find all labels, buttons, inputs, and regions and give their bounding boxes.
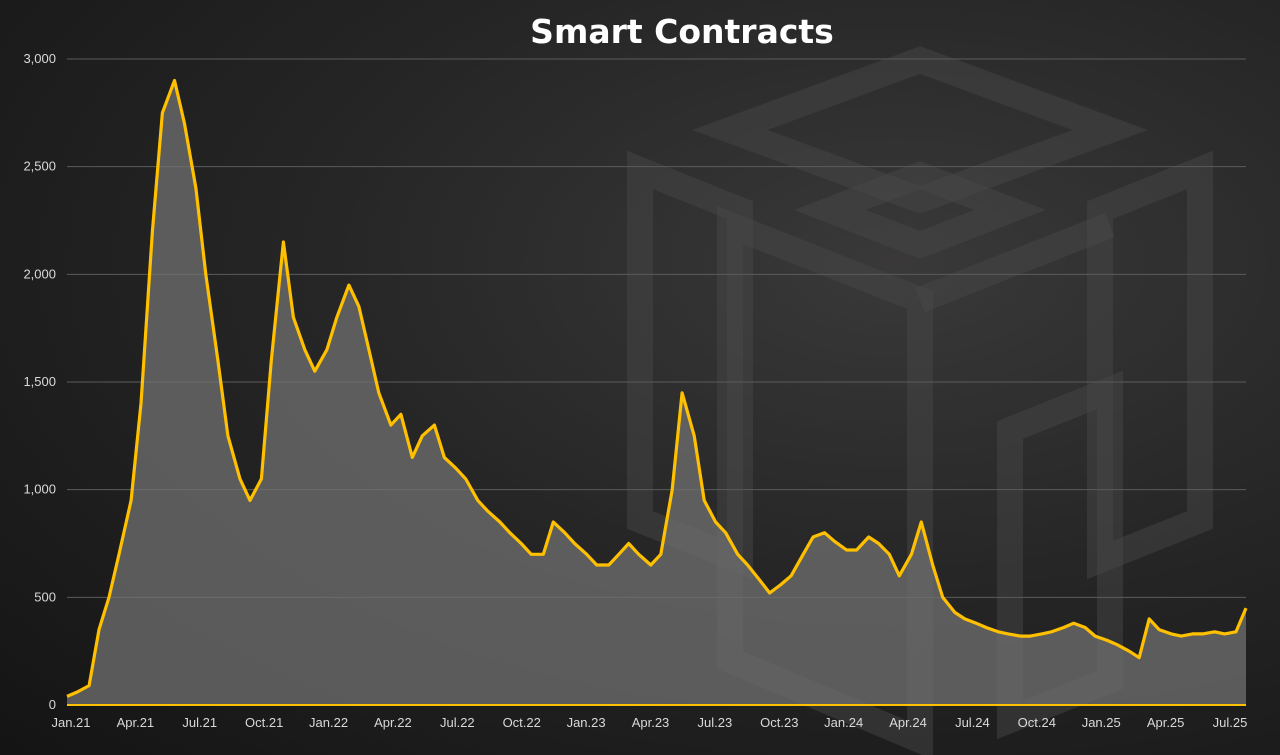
x-tick-label: Jul.22 [440, 715, 475, 730]
x-tick-label: Jan.21 [51, 715, 90, 730]
y-tick-label: 0 [49, 697, 56, 712]
x-tick-label: Jul.24 [955, 715, 990, 730]
x-tick-label: Oct.22 [503, 715, 541, 730]
x-tick-label: Jul.25 [1213, 715, 1248, 730]
x-tick-label: Jul.21 [182, 715, 217, 730]
chart-title: Smart Contracts [530, 12, 834, 51]
y-tick-label: 500 [34, 589, 56, 604]
x-tick-label: Jul.23 [698, 715, 733, 730]
x-tick-label: Apr.23 [632, 715, 670, 730]
y-tick-label: 2,000 [23, 266, 56, 281]
x-tick-label: Oct.21 [245, 715, 283, 730]
x-tick-label: Oct.23 [760, 715, 798, 730]
x-tick-label: Apr.21 [117, 715, 155, 730]
x-tick-label: Oct.24 [1018, 715, 1056, 730]
x-tick-label: Jan.22 [309, 715, 348, 730]
x-tick-label: Apr.22 [374, 715, 412, 730]
x-tick-label: Jan.23 [567, 715, 606, 730]
x-tick-label: Jan.24 [824, 715, 863, 730]
series-area [67, 80, 1246, 705]
x-tick-label: Jan.25 [1082, 715, 1121, 730]
y-tick-label: 2,500 [23, 159, 56, 174]
y-tick-label: 3,000 [23, 51, 56, 66]
x-tick-label: Apr.24 [889, 715, 927, 730]
series-line [66, 78, 1248, 698]
x-tick-label: Apr.25 [1147, 715, 1185, 730]
y-tick-label: 1,000 [23, 482, 56, 497]
y-tick-label: 1,500 [23, 374, 56, 389]
